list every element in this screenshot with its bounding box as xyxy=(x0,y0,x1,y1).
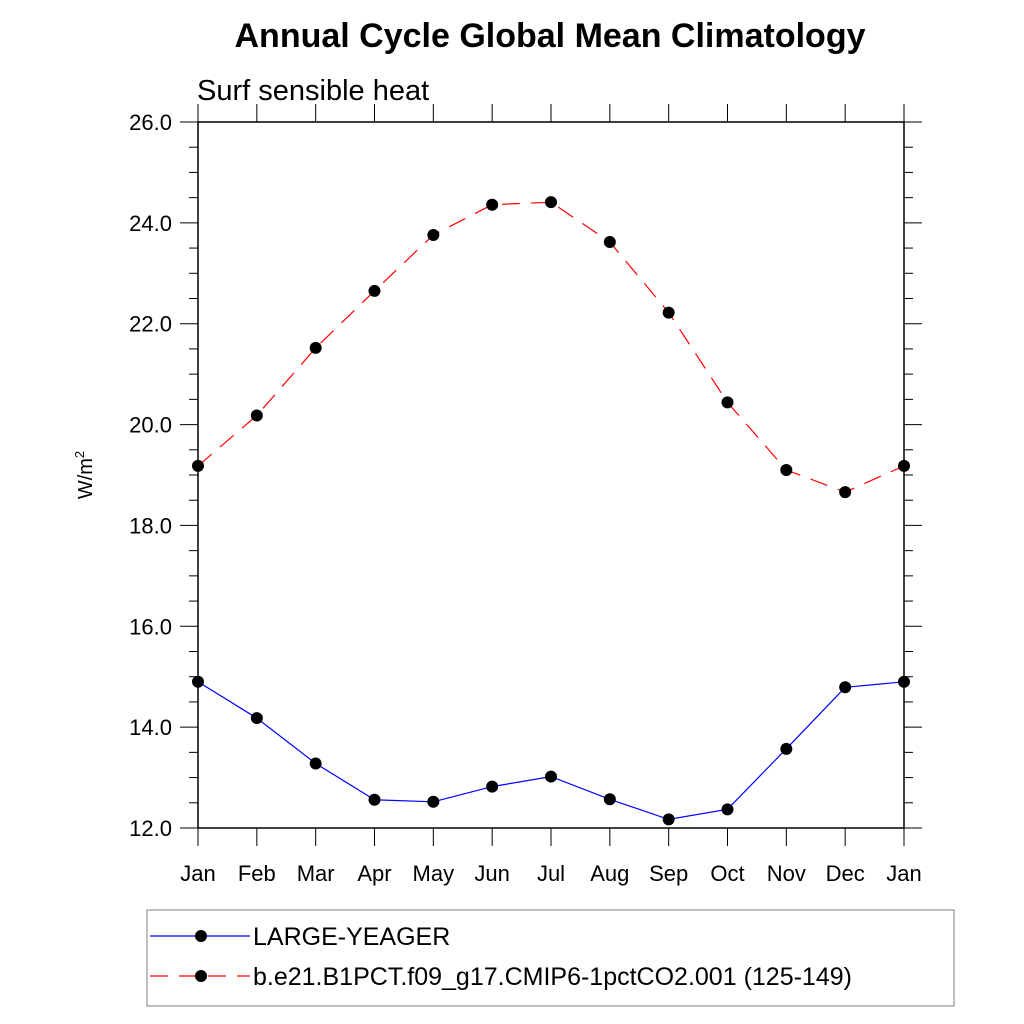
chart-title: Annual Cycle Global Mean Climatology xyxy=(235,17,866,55)
series-1-point xyxy=(721,396,734,409)
series-0-point xyxy=(427,795,440,808)
series-1-point xyxy=(192,459,204,472)
y-tick-label: 12.0 xyxy=(129,816,172,841)
series-1-point xyxy=(662,306,675,319)
legend-marker-1pctco2 xyxy=(195,970,207,982)
y-tick-labels: 12.0 14.0 16.0 18.0 20.0 22.0 24.0 26.0 xyxy=(129,110,172,841)
series-1-point xyxy=(898,459,910,472)
legend-entry-large-yeager: LARGE-YEAGER xyxy=(150,923,450,951)
x-tick-label: Jan xyxy=(886,861,921,886)
x-tick-label: Apr xyxy=(357,861,391,886)
series-1-point xyxy=(250,409,263,422)
series-1-point xyxy=(780,463,793,476)
y-axis-label-text: W/m xyxy=(75,458,97,499)
y-tick-label: 26.0 xyxy=(129,110,172,135)
series-0-point xyxy=(839,681,852,694)
x-tick-label: Mar xyxy=(297,861,335,886)
legend-label-1pctco2: b.e21.B1PCT.f09_g17.CMIP6-1pctCO2.001 (1… xyxy=(253,963,852,991)
y-tick-label: 20.0 xyxy=(129,413,172,438)
series-0-point xyxy=(309,757,322,770)
series-line-0 xyxy=(197,681,905,821)
series-0-point xyxy=(780,742,793,755)
x-tick-label: Aug xyxy=(590,861,629,886)
chart-subtitle: Surf sensible heat xyxy=(197,75,429,107)
x-tick-labels: Jan Feb Mar Apr May Jun Jul Aug Sep Oct Nov Dec Jan xyxy=(180,861,921,886)
series-1-point xyxy=(309,341,322,354)
series-0-point xyxy=(250,712,263,725)
y-axis-label-superscript: 2 xyxy=(72,451,87,458)
series-0-point xyxy=(486,780,499,793)
legend-marker-large-yeager xyxy=(195,930,207,942)
series-layer xyxy=(192,196,910,826)
y-tick-label: 18.0 xyxy=(129,513,172,538)
x-tick-label: Nov xyxy=(767,861,806,886)
y-tick-label: 24.0 xyxy=(129,211,172,236)
x-tick-label: Dec xyxy=(826,861,865,886)
series-1-point xyxy=(603,236,616,249)
axis-ticks xyxy=(180,104,922,846)
x-tick-label: Sep xyxy=(649,861,688,886)
series-0-point xyxy=(192,675,204,688)
series-0-point xyxy=(898,675,910,688)
series-0-point xyxy=(662,813,675,826)
series-0-point xyxy=(545,770,557,783)
y-tick-label: 14.0 xyxy=(129,715,172,740)
series-1-point xyxy=(368,284,381,297)
series-1-point xyxy=(839,486,852,499)
y-tick-label: 16.0 xyxy=(129,614,172,639)
x-tick-label: Jul xyxy=(537,861,565,886)
y-tick-label: 22.0 xyxy=(129,312,172,337)
series-0-point xyxy=(721,803,734,816)
x-tick-label: Jun xyxy=(474,861,509,886)
x-tick-label: Jan xyxy=(180,861,215,886)
series-0-point xyxy=(368,793,381,806)
series-0-point xyxy=(603,793,616,806)
y-axis-label: W/m2 xyxy=(72,451,97,499)
legend-entry-1pctco2: b.e21.B1PCT.f09_g17.CMIP6-1pctCO2.001 (1… xyxy=(150,963,852,991)
series-line-1 xyxy=(197,201,905,493)
legend-label-large-yeager: LARGE-YEAGER xyxy=(253,923,450,951)
x-tick-label: May xyxy=(413,861,455,886)
series-1-point xyxy=(486,198,499,211)
series-1-point xyxy=(545,196,557,209)
x-tick-label: Feb xyxy=(238,861,276,886)
x-tick-label: Oct xyxy=(710,861,744,886)
series-1-point xyxy=(427,228,440,241)
legend-box xyxy=(146,909,955,1007)
